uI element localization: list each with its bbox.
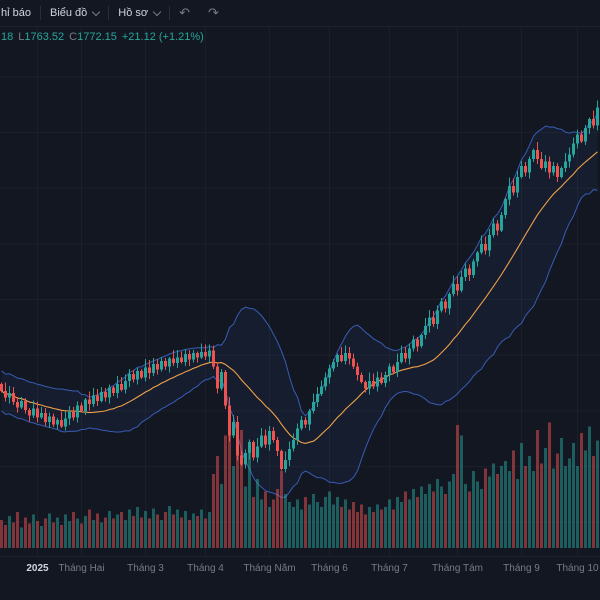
bollinger-basis-line	[1, 151, 598, 444]
bollinger-band-fill	[1, 113, 598, 498]
legend-close-label: C	[69, 31, 78, 43]
bollinger-lower-line	[1, 189, 598, 498]
toolbar-item-profile-label: Hồ sơ	[118, 7, 149, 19]
time-axis-label: Tháng Tám	[432, 563, 483, 574]
legend-change: +21.12 (+1.21%)	[121, 31, 204, 43]
legend-high-partial: 18	[1, 31, 14, 43]
chevron-down-icon	[92, 7, 101, 16]
time-axis-label: Tháng 9	[503, 563, 540, 574]
toolbar-item-indicators-label: hỉ báo	[1, 7, 31, 19]
legend-low-label: L	[18, 31, 25, 43]
toolbar-item-indicators[interactable]: hỉ báo	[0, 0, 40, 26]
legend-close-value: 1772.15	[77, 31, 117, 43]
toolbar-separator	[39, 6, 41, 20]
time-axis-label: Tháng 6	[311, 563, 348, 574]
legend-close: C1772.15	[69, 31, 117, 43]
ohlc-legend: 18 L1763.52 C1772.15 +21.12 (+1.21%)	[1, 31, 204, 43]
legend-low-value: 1763.52	[24, 31, 65, 43]
time-axis-label: Tháng Năm	[243, 563, 296, 574]
toolbar-item-profile[interactable]: Hồ sơ	[109, 0, 169, 26]
volume-bars	[0, 420, 599, 548]
top-toolbar: hỉ báo Biểu đồ Hồ sơ ↶ ↷	[0, 0, 600, 27]
toolbar-item-chart-label: Biểu đồ	[49, 7, 88, 19]
time-axis-label: Tháng Hai	[58, 563, 105, 574]
toolbar-separator	[169, 6, 171, 20]
time-axis-label: Tháng 7	[371, 563, 408, 574]
toolbar-item-chart[interactable]: Biểu đồ	[41, 0, 108, 26]
time-axis-label: Tháng 4	[187, 563, 224, 574]
time-axis-label: Tháng 3	[127, 563, 164, 574]
toolbar-separator	[108, 6, 110, 20]
grid-lines	[0, 26, 600, 556]
legend-low: L1763.52	[18, 31, 64, 43]
chevron-down-icon	[152, 7, 162, 16]
redo-icon[interactable]: ↷	[208, 5, 219, 20]
time-axis-label: Tháng 10	[556, 563, 599, 574]
candlestick-series	[0, 100, 599, 473]
time-axis-label-year: 2025	[26, 563, 49, 574]
undo-icon[interactable]: ↶	[179, 5, 191, 20]
time-axis[interactable]: 2025 Tháng Hai Tháng 3 Tháng 4 Tháng Năm Thán…	[0, 556, 600, 600]
